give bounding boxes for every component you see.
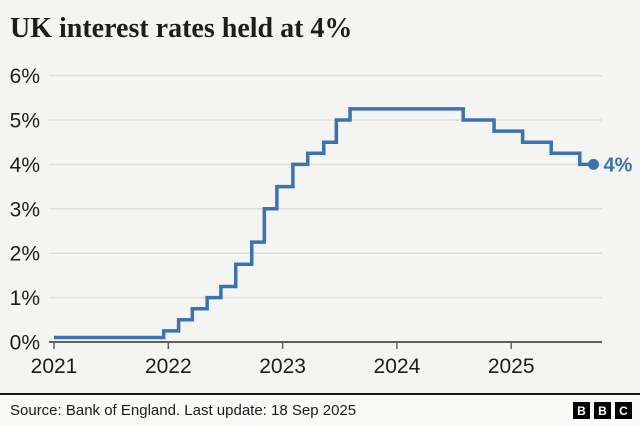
y-tick-label: 3% — [10, 198, 40, 221]
x-tick-label: 2024 — [374, 355, 421, 378]
y-tick-label: 0% — [10, 332, 40, 355]
x-tick-label: 2022 — [145, 355, 192, 378]
rate-chart: 0% 1% 2% 3% 4% 5% 6% 2021 2022 2023 2024 2025 4% — [10, 65, 633, 378]
x-tick-label: 2025 — [488, 355, 535, 378]
source-text: Source: Bank of England. Last update: 18… — [10, 402, 357, 419]
end-value-label: 4% — [603, 154, 632, 176]
footer: Source: Bank of England. Last update: 18… — [0, 393, 640, 426]
y-tick-label: 6% — [10, 65, 40, 88]
y-tick-label: 1% — [10, 287, 40, 310]
bbc-logo-block-b1: B — [573, 402, 590, 419]
end-dot — [587, 158, 599, 170]
bbc-logo-icon: B B C — [573, 402, 632, 419]
y-tick-label: 5% — [10, 110, 40, 133]
rate-step-line — [54, 107, 594, 340]
bbc-logo-block-b2: B — [594, 402, 611, 419]
chart-title: UK interest rates held at 4% — [10, 13, 353, 44]
y-tick-label: 2% — [10, 243, 40, 266]
bbc-logo-block-c: C — [615, 402, 632, 419]
y-tick-label: 4% — [10, 154, 40, 177]
x-tick-label: 2023 — [259, 355, 306, 378]
x-tick-label: 2021 — [31, 355, 78, 378]
